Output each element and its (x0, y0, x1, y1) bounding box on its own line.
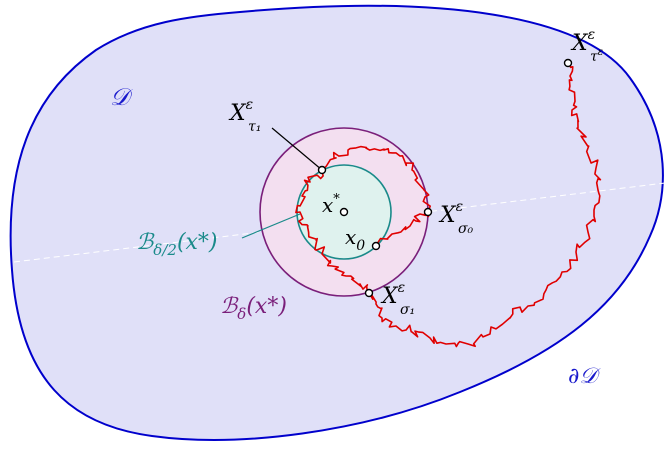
label-X-tau1: Xε τ₁ (228, 97, 261, 135)
point-X-sigma0 (423, 207, 433, 217)
label-ball-delta: ℬδ(x*) (220, 294, 287, 323)
label-boundary: ∂𝒟 (568, 364, 601, 389)
point-x-star (339, 207, 349, 217)
label-x-star: x* (322, 192, 340, 217)
leader-ball-half (241, 213, 301, 239)
label-X-sigma0: Xε σ₀ (438, 199, 474, 237)
label-x0: x0 (345, 225, 365, 254)
point-X-tau-eps (563, 58, 573, 68)
label-ball-delta-half: ℬδ/2(x*) (136, 230, 218, 259)
point-X-sigma1 (364, 288, 374, 298)
label-X-sigma1: Xε σ₁ (380, 280, 415, 318)
label-X-tau-eps: Xε τε (570, 27, 603, 65)
point-X-tau1 (317, 165, 327, 175)
leader-tau1 (271, 127, 323, 171)
point-x0 (371, 241, 381, 251)
